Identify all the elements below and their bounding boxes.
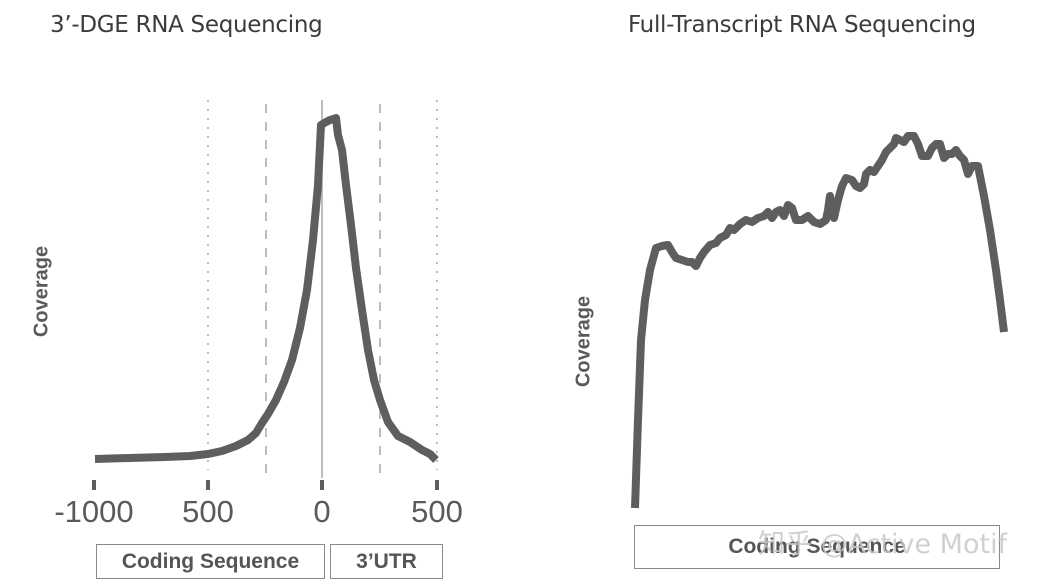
left-x-tick-neg1000: -1000 — [54, 494, 134, 529]
left-x-axis-ticks — [92, 480, 439, 490]
left-3utr-region: 3’UTR — [330, 544, 443, 579]
left-coding-sequence-region: Coding Sequence — [96, 544, 325, 579]
right-chart-title: Full-Transcript RNA Sequencing — [628, 12, 976, 38]
left-x-tick-neg500: 500 — [182, 494, 234, 529]
right-coverage-line — [631, 132, 1008, 509]
left-x-tick-500: 500 — [411, 494, 463, 529]
left-chart-title: 3’-DGE RNA Sequencing — [50, 12, 323, 38]
right-coding-sequence-region: Coding Sequence — [634, 525, 1000, 569]
left-coverage-line — [94, 114, 439, 463]
left-x-tick-0: 0 — [313, 494, 331, 529]
watermark: 知乎 @Active Motif — [758, 529, 1008, 560]
